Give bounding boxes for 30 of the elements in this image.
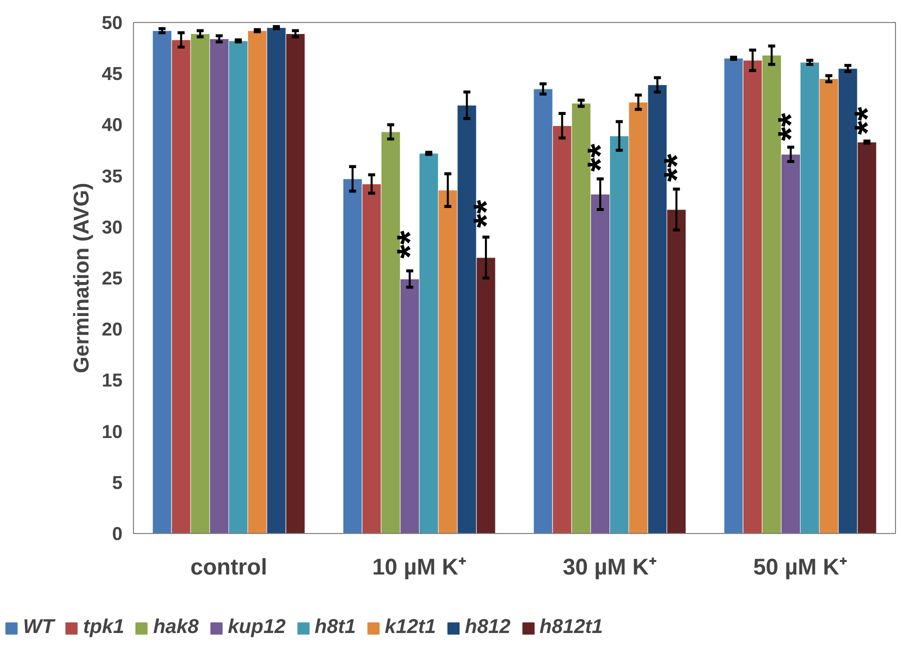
x-tick-label: control xyxy=(190,554,268,580)
annotation: ** xyxy=(846,106,888,135)
annotation: ** xyxy=(770,113,812,142)
y-tick-label: 25 xyxy=(102,268,123,288)
annotation: ** xyxy=(656,154,697,182)
y-tick-label: 30 xyxy=(102,216,123,238)
y-tick-label: 45 xyxy=(102,63,123,84)
x-tick-label: 50 µM K⁺ xyxy=(753,554,848,580)
legend-label: h8t1 xyxy=(314,616,356,639)
y-tick-label: 20 xyxy=(102,318,123,340)
x-tick-label: 10 µM K⁺ xyxy=(372,554,466,580)
legend-label: hak8 xyxy=(153,616,199,639)
legend-label: WT xyxy=(23,616,54,639)
annotation: ** xyxy=(389,230,430,259)
legend-label: h812t1 xyxy=(540,616,603,639)
y-tick-label: 15 xyxy=(102,370,123,391)
y-tick-label: 0 xyxy=(112,523,123,544)
y-tick-label: 35 xyxy=(102,165,123,186)
legend-label: h812 xyxy=(464,616,510,639)
y-tick-label: 10 xyxy=(102,420,123,442)
legend-label: k12t1 xyxy=(384,616,436,639)
legend-label: tpk1 xyxy=(83,616,124,639)
y-axis-title: Germination (AVG) xyxy=(70,182,94,374)
annotation: ** xyxy=(465,200,506,228)
y-tick-label: 40 xyxy=(102,114,123,136)
y-tick-label: 50 xyxy=(102,12,123,33)
y-tick-label: 5 xyxy=(112,472,123,493)
x-tick-label: 30 µM K⁺ xyxy=(562,554,657,580)
legend-label: kup12 xyxy=(228,616,286,639)
annotation: ** xyxy=(580,144,621,172)
